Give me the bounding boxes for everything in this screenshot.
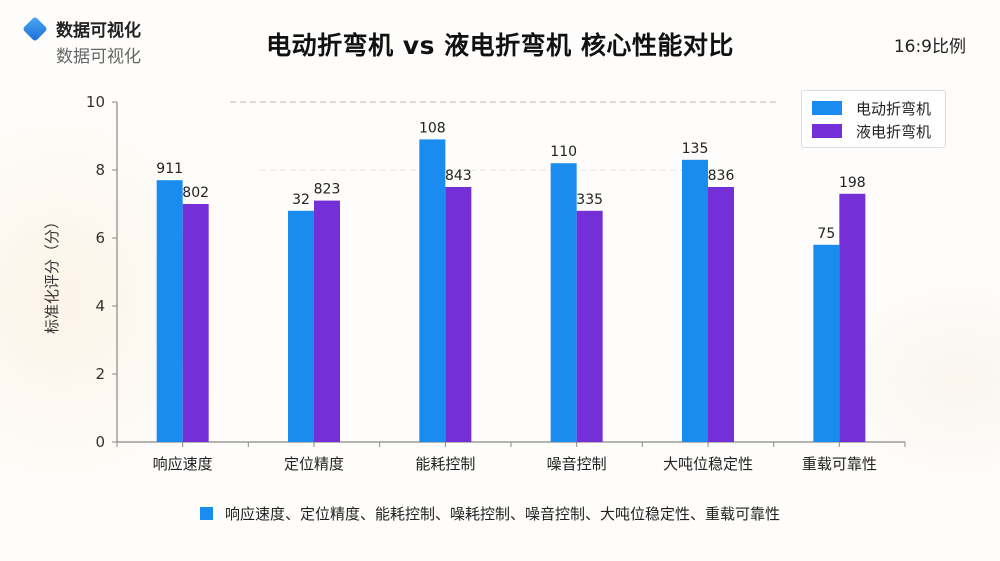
legend-swatch-electric bbox=[812, 101, 842, 115]
bar-value-label: 110 bbox=[550, 144, 577, 160]
y-tick-label: 4 bbox=[95, 297, 105, 315]
footnote: 响应速度、定位精度、能耗控制、噪耗控制、噪音控制、大吨位稳定性、重载可靠性 bbox=[200, 503, 780, 524]
bar-electric bbox=[550, 163, 577, 442]
footnote-swatch bbox=[200, 507, 213, 520]
bar-electric bbox=[419, 139, 446, 442]
bar-value-label: 198 bbox=[839, 175, 866, 191]
bar-electric bbox=[682, 159, 708, 443]
brand-subtitle: 数据可视化 bbox=[56, 47, 141, 67]
legend-item-hydraulic: 液电折弯机 bbox=[812, 121, 931, 141]
aspect-ratio-label: 16:9比例 bbox=[893, 37, 966, 57]
legend-label-electric: 电动折弯机 bbox=[856, 99, 932, 118]
bar-value-label: 911 bbox=[156, 161, 183, 177]
legend: 电动折弯机 液电折弯机 bbox=[801, 90, 946, 148]
legend-label-hydraulic: 液电折弯机 bbox=[856, 122, 932, 141]
y-tick-label: 6 bbox=[95, 229, 105, 247]
y-tick-label: 10 bbox=[86, 93, 105, 111]
y-tick-label: 0 bbox=[95, 433, 105, 451]
bar-hydraulic bbox=[182, 204, 209, 442]
footnote-text: 响应速度、定位精度、能耗控制、噪耗控制、噪音控制、大吨位稳定性、重载可靠性 bbox=[225, 505, 781, 523]
x-category-label: 重载可靠性 bbox=[802, 455, 877, 473]
bar-value-label: 836 bbox=[708, 168, 735, 184]
bar-value-label: 108 bbox=[419, 120, 446, 136]
x-category-label: 定位精度 bbox=[284, 455, 344, 473]
bar-value-label: 135 bbox=[682, 141, 709, 157]
bar-value-label: 75 bbox=[817, 226, 835, 242]
x-category-label: 能耗控制 bbox=[415, 455, 475, 473]
brand-title: 数据可视化 bbox=[56, 21, 141, 41]
bar-value-label: 802 bbox=[182, 185, 209, 201]
bar-hydraulic bbox=[445, 187, 472, 442]
bar-value-label: 32 bbox=[292, 192, 310, 208]
y-axis-label: 标准化评分（分） bbox=[43, 214, 61, 334]
x-category-label: 噪音控制 bbox=[547, 455, 607, 473]
legend-swatch-hydraulic bbox=[812, 124, 842, 138]
y-tick-label: 8 bbox=[95, 161, 105, 179]
bar-hydraulic bbox=[708, 187, 734, 442]
bar-hydraulic bbox=[839, 193, 866, 442]
bar-electric bbox=[813, 244, 840, 442]
bar-hydraulic bbox=[576, 210, 603, 442]
bar-electric bbox=[288, 210, 314, 442]
x-category-label: 响应速度 bbox=[153, 455, 213, 473]
legend-item-electric: 电动折弯机 bbox=[812, 98, 931, 118]
bar-value-label: 823 bbox=[314, 182, 341, 198]
bar-value-label: 843 bbox=[445, 168, 472, 184]
bar-electric bbox=[156, 180, 183, 442]
bar-value-label: 335 bbox=[576, 192, 603, 208]
bar-hydraulic bbox=[314, 200, 340, 442]
chart-title: 电动折弯机 vs 液电折弯机 核心性能对比 bbox=[266, 31, 734, 60]
x-category-label: 大吨位稳定性 bbox=[663, 455, 753, 473]
y-tick-label: 2 bbox=[95, 365, 105, 383]
